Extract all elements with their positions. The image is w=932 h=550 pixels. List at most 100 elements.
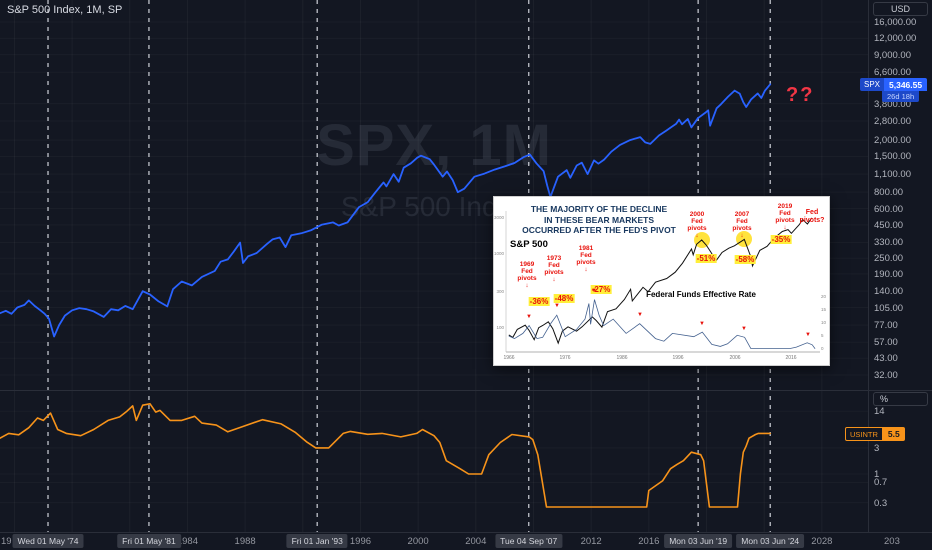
time-axis-event-date-label[interactable]: Mon 03 Jun '19: [664, 534, 733, 548]
inset-x-tick-label: 1996: [672, 355, 684, 361]
inset-title: THE MAJORITY OF THE DECLINE IN THESE BEA…: [508, 204, 690, 236]
inset-left-tick-label: 3000: [494, 215, 505, 220]
inset-right-tick-label: 10: [821, 320, 827, 325]
inset-rate-pivot-arrow: ▼: [637, 312, 643, 318]
price-axis-label: 43.00: [874, 353, 898, 365]
time-axis-year-label: 19: [1, 536, 12, 547]
price-axis-label: 140.00: [874, 286, 904, 298]
spx-price-row: SPX 5,346.55: [860, 78, 928, 92]
time-axis-year-label: 2004: [465, 536, 487, 547]
price-axis-label: 16,000.00: [874, 17, 917, 28]
price-axis-label: 3,800.00: [874, 98, 911, 110]
inset-decline-label: -35%: [770, 235, 792, 244]
price-axis-label: 800.00: [874, 187, 904, 199]
inset-chart-canvas: [505, 211, 820, 353]
price-axis-label: 105.00: [874, 302, 904, 314]
price-axis-label: 250.00: [874, 253, 904, 265]
inset-left-tick-label: 1000: [494, 251, 505, 256]
price-axis-label: 600.00: [874, 203, 904, 215]
inset-pivot-label: 2000 Fed pivots ↓: [687, 211, 707, 239]
inset-x-tick-label: 2016: [785, 355, 797, 361]
time-axis-event-date-label[interactable]: Tue 04 Sep '07: [495, 534, 563, 548]
time-axis-year-label: 2000: [407, 536, 429, 547]
price-axis-label: 2,800.00: [874, 116, 911, 127]
usintr-symbol-tag: USINTR: [845, 427, 883, 442]
price-axis-label: 2,000.00: [874, 135, 911, 147]
inset-title-line: IN THESE BEAR MARKETS: [543, 214, 655, 225]
time-axis-year-label: 2028: [811, 536, 833, 547]
inset-pivot-label: 2019 Fed pivots ↓: [775, 203, 795, 231]
price-axis-label: 57.00: [874, 337, 898, 349]
time-axis-year-label: 2012: [580, 536, 602, 547]
spx-symbol-tag: SPX: [860, 78, 885, 92]
time-axis-event-date-label[interactable]: Mon 03 Jun '24: [736, 534, 805, 548]
time-axis[interactable]: 19 1984 1988 1996 2000 2004 2012 2016 2028 203 Wed…: [0, 533, 932, 550]
time-axis-year-label: 203: [884, 536, 900, 547]
pane-separator[interactable]: [0, 390, 932, 391]
inset-rate-pivot-arrow: ▼: [741, 326, 747, 332]
inset-x-tick-label: 1966: [503, 355, 515, 361]
inset-rate-pivot-arrow: ▼: [591, 288, 597, 294]
inset-left-tick-label: 100: [496, 325, 504, 330]
time-axis-event-date-label[interactable]: Fri 01 Jan '93: [286, 534, 348, 548]
inset-left-tick-label: 300: [496, 289, 504, 294]
inset-pivot-label: 1981 Fed pivots ↓: [576, 245, 596, 273]
inset-fed-pivots-question-label: Fed pivots?: [800, 209, 825, 224]
inset-x-tick-label: 2006: [729, 355, 741, 361]
time-axis-event-date-label[interactable]: Fri 01 May '81: [117, 534, 181, 548]
inset-decline-label: -27%: [590, 285, 612, 294]
inset-x-tick-label: 1976: [559, 355, 571, 361]
rate-axis-label: 1: [874, 469, 880, 480]
time-axis-year-label: 1984: [176, 536, 199, 547]
inset-right-tick-label: 15: [821, 307, 827, 312]
price-axis-label: 12,000.00: [874, 33, 917, 45]
time-axis-year-label: 1988: [234, 536, 256, 547]
inset-pivot-label: 1969 Fed pivots ↓: [517, 261, 537, 289]
price-axis-label: 450.00: [874, 219, 904, 231]
inset-right-tick-label: 5: [821, 333, 824, 338]
time-axis-event-date-label[interactable]: Wed 01 May '74: [12, 534, 84, 548]
inset-rate-pivot-arrow: ▼: [699, 321, 705, 327]
usintr-price-badge: USINTR 5.5: [845, 427, 905, 442]
inset-sp500-label: S&P 500: [510, 239, 548, 250]
currency-toggle-button[interactable]: USD: [873, 2, 928, 16]
inset-title-line: OCCURRED AFTER THE FED'S PIVOT: [522, 225, 676, 235]
inset-right-tick-label: 0: [821, 346, 824, 351]
inset-fed-rate-label: Federal Funds Effective Rate: [646, 290, 756, 299]
price-axis-label: 190.00: [874, 268, 904, 280]
inset-rate-pivot-arrow: ▼: [554, 303, 560, 309]
time-axis-year-label: 1996: [349, 536, 372, 547]
price-axis-label: 6,600.00: [874, 67, 911, 79]
time-axis-year-label: 2016: [638, 536, 660, 547]
rate-axis-label: 0.3: [874, 497, 888, 509]
spx-price-badge: SPX 5,346.55 26d 18h: [860, 78, 928, 103]
bear-market-inset-image[interactable]: THE MAJORITY OF THE DECLINE IN THESE BEA…: [493, 196, 830, 366]
inset-decline-label: -48%: [553, 294, 575, 303]
inset-decline-label: -58%: [734, 255, 756, 264]
rate-axis-label: 0.7: [874, 477, 888, 489]
price-axis-label: 1,500.00: [874, 151, 911, 163]
price-axis-label: 77.00: [874, 320, 898, 332]
inset-title-line: THE MAJORITY OF THE DECLINE: [530, 204, 668, 214]
inset-decline-label: -36%: [528, 297, 550, 306]
symbol-legend[interactable]: S&P 500 Index, 1M, SP: [7, 4, 123, 16]
price-axis-label: 32.00: [874, 370, 898, 381]
inset-question-line: Fed: [805, 209, 819, 216]
spx-bar-countdown: 26d 18h: [882, 91, 920, 103]
inset-right-tick-label: 20: [821, 294, 827, 299]
inset-pivot-label: 2007 Fed pivots ↓: [732, 211, 752, 239]
inset-x-tick-label: 1986: [616, 355, 628, 361]
time-axis-separator: [0, 532, 932, 533]
inset-question-line: pivots?: [799, 216, 825, 224]
inset-decline-label: -51%: [695, 254, 717, 263]
price-axis-label: 330.00: [874, 237, 904, 249]
rate-axis-label: 3: [874, 442, 880, 454]
inset-rate-pivot-arrow: ▼: [526, 314, 532, 320]
question-marks-annotation[interactable]: ??: [786, 84, 815, 106]
spx-last-price: 5,346.55: [884, 78, 928, 92]
price-axis-label: 1,100.00: [874, 169, 911, 181]
percent-scale-button[interactable]: %: [873, 392, 928, 406]
price-axis-label: 9,000.00: [874, 49, 911, 61]
inset-pivot-label: 1973 Fed pivots ↓: [544, 255, 564, 283]
